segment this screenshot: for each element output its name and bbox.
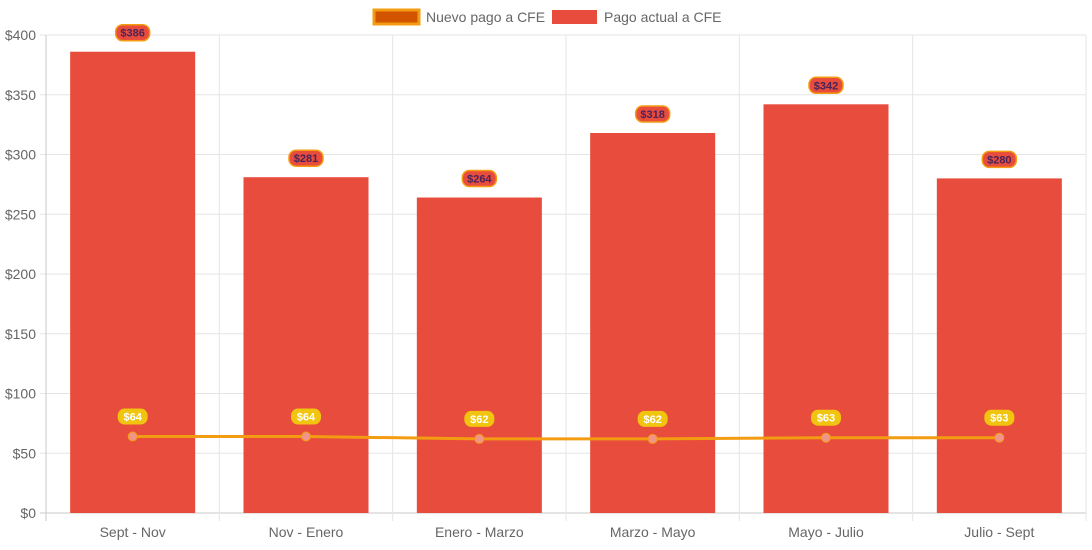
bar-data-label-bg [634,105,671,123]
line-path [132,435,1000,441]
line-data-label: $64 [123,412,142,424]
x-tick-label: Nov - Enero [269,524,344,540]
line-point[interactable] [301,431,311,442]
legend-item-pago-actual[interactable]: Pago actual a CFE [552,9,722,25]
bar[interactable] [416,197,542,513]
line-data-label: $63 [990,413,1008,425]
x-axis: Sept - Nov Nov - Enero Enero - Marzo Marzo … [100,524,1035,540]
line-point[interactable] [994,432,1005,443]
bar-data-label: $281 [294,153,318,165]
line-data-labels: $64 $64 $62 $62 $63 $63 [117,408,1015,427]
line-data-label-bg [117,408,148,425]
y-tick-label: $50 [13,445,37,461]
line-data-label-bg [637,410,668,427]
gridlines [40,34,1087,521]
legend-swatch-pago-actual [552,10,597,24]
y-tick-label: $150 [5,326,36,342]
bar-data-label: $318 [640,109,664,121]
line-data-label: $64 [297,412,316,424]
y-tick-label: $200 [5,266,36,282]
line-data-label: $63 [817,413,835,425]
y-axis: $0 $50 $100 $150 $200 $250 $300 $350 $400 [5,27,36,521]
x-tick-label: Julio - Sept [964,524,1034,540]
legend-label-nuevo-pago: Nuevo pago a CFE [426,9,545,25]
bar-series [70,51,1062,514]
bar-data-label: $342 [814,80,838,92]
legend-label-pago-actual: Pago actual a CFE [604,9,722,25]
bar-data-label: $280 [987,154,1011,166]
bar[interactable] [763,104,889,513]
legend-item-nuevo-pago[interactable]: Nuevo pago a CFE [372,8,545,26]
bar-data-label-bg [808,76,844,95]
line-series [127,431,1005,444]
y-tick-label: $250 [5,206,36,222]
bar-data-label: $386 [120,28,144,40]
bar[interactable] [243,177,369,513]
line-data-label-bg [984,409,1015,426]
line-point[interactable] [474,433,485,444]
x-tick-label: Sept - Nov [100,524,166,540]
line-point[interactable] [821,432,831,443]
legend-swatch-nuevo-pago [372,8,421,26]
line-data-label-bg [811,409,841,426]
bar[interactable] [70,51,196,513]
x-tick-label: Enero - Marzo [435,524,524,540]
line-point[interactable] [127,431,138,442]
bar-data-label-bg [114,23,151,42]
y-tick-label: $400 [5,27,36,43]
bar[interactable] [936,178,1062,513]
line-data-label: $62 [470,414,488,426]
bar-data-labels: $386 $281 $264 $318 $342 $280 [114,23,1018,188]
legend: Nuevo pago a CFE Pago actual a CFE [372,8,722,26]
bar[interactable] [590,132,716,514]
line-data-label-bg [464,410,495,427]
bar-data-label-bg [288,149,324,167]
bar-data-label: $264 [467,174,492,186]
x-tick-label: Mayo - Julio [788,524,864,540]
y-tick-label: $0 [20,505,36,521]
x-tick-label: Marzo - Mayo [610,524,696,540]
line-data-label-bg [291,408,321,425]
y-tick-label: $350 [5,87,36,103]
bar-data-label-bg [461,169,498,188]
y-tick-label: $100 [5,386,36,402]
line-point[interactable] [647,433,658,444]
bar-data-label-bg [981,150,1018,169]
y-tick-label: $300 [5,147,36,163]
line-data-label: $62 [643,414,661,426]
